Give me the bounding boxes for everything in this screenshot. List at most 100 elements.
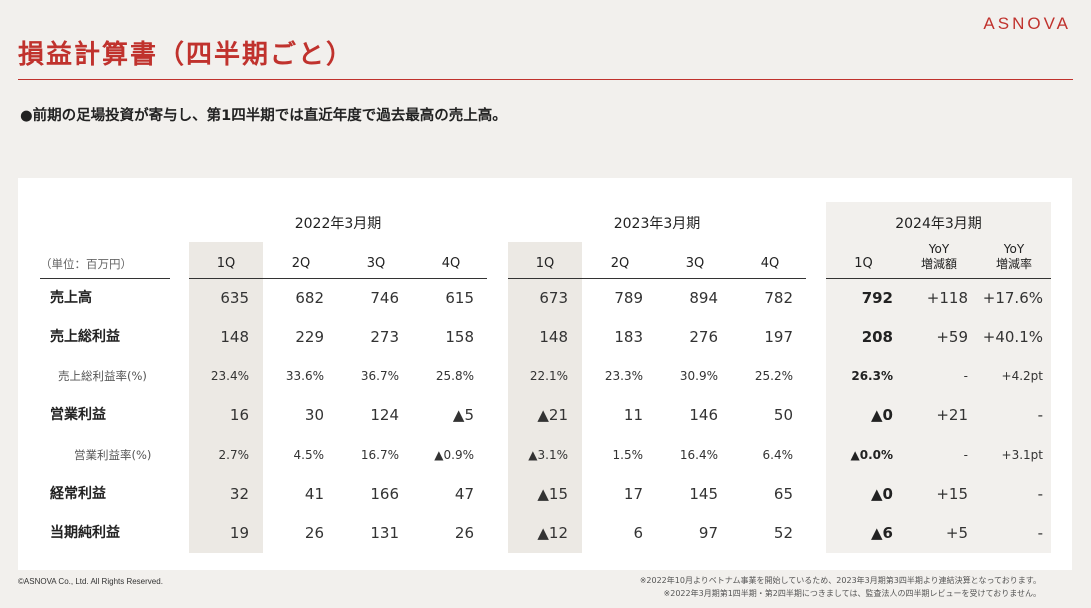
value-2022-q3: 131 [370,524,399,542]
row-label: 経常利益 [50,486,106,502]
yoy-amount-header-line2: 増減額 [920,257,957,271]
q-header-2023-3: 3Q [685,256,705,271]
value-2023-q1: ▲21 [537,406,568,424]
income-statement-table: 2022年3月期 2023年3月期 2024年3月期 （単位：百万円） 1Q 2… [18,178,1072,570]
q-header-2022-2: 2Q [291,256,311,271]
value-2022-q4: 615 [445,289,474,307]
value-2022-q1: 148 [220,328,249,346]
yoy-amount-header: YoY 増減額 [902,242,976,274]
value-2022-q2: 26 [304,524,324,542]
value-2023-q3: 145 [689,485,718,503]
value-2024-q1: 26.3% [851,369,893,383]
fy2022-q1-highlight [189,242,263,553]
row-label: 営業利益率(%) [74,448,152,462]
unit-label: （単位：百万円） [40,257,132,271]
value-2023-q4: 50 [773,406,793,424]
value-2022-q4: 158 [445,328,474,346]
value-2023-q4: 52 [773,524,793,542]
value-2022-q2: 30 [304,406,324,424]
yoy-rate-value: - [1037,524,1043,542]
value-2022-q4: ▲0.9% [434,448,474,462]
value-2023-q1: ▲12 [537,524,568,542]
yoy-rate-value: - [1037,485,1043,503]
value-2022-q1: 16 [229,406,249,424]
header-rule-2023 [508,278,806,279]
value-2022-q1: 19 [229,524,249,542]
yoy-rate-value: +3.1pt [1001,448,1043,462]
value-2024-q1: ▲6 [871,524,893,542]
q-header-2022-3: 3Q [366,256,386,271]
footnote-2: ※2022年3月期第1四半期・第2四半期につきましては、監査法人の四半期レビュー… [663,589,1041,598]
row-label: 営業利益 [50,407,106,423]
yoy-amount-value: - [963,369,968,383]
value-2023-q3: 276 [689,328,718,346]
page-title: 損益計算書（四半期ごと） [18,40,355,70]
value-2024-q1: ▲0 [871,406,893,424]
value-2023-q2: 183 [614,328,643,346]
value-2023-q2: 6 [633,524,643,542]
value-2023-q2: 789 [614,289,643,307]
value-2022-q2: 682 [295,289,324,307]
q-header-2023-2: 2Q [610,256,630,271]
value-2023-q1: 22.1% [529,369,568,383]
company-logo: ASNOVA [983,14,1071,33]
value-2022-q1: 32 [229,485,249,503]
value-2023-q1: ▲15 [537,485,568,503]
value-2022-q3: 746 [370,289,399,307]
q-header-2022-4: 4Q [441,256,461,271]
title-divider [18,79,1073,80]
value-2022-q1: 23.4% [210,369,249,383]
value-2023-q2: 23.3% [604,369,643,383]
value-2023-q4: 6.4% [762,448,794,462]
yoy-amount-header-line1: YoY [928,242,950,256]
row-label: 売上総利益 [50,329,120,345]
value-2023-q3: 97 [698,524,718,542]
value-2023-q4: 25.2% [754,369,793,383]
value-2022-q3: 273 [370,328,399,346]
yoy-amount-value: +21 [936,406,968,424]
value-2023-q3: 16.4% [679,448,718,462]
yoy-amount-value: +59 [936,328,968,346]
yoy-rate-value: +4.2pt [1001,369,1043,383]
yoy-amount-value: - [963,448,968,462]
value-2023-q4: 782 [764,289,793,307]
value-2024-q1: 208 [861,328,893,346]
value-2022-q2: 229 [295,328,324,346]
yoy-rate-value: +17.6% [982,289,1043,307]
row-label: 当期純利益 [50,525,120,541]
year-header-2024: 2024年3月期 [895,216,982,232]
yoy-amount-value: +5 [945,524,968,542]
yoy-rate-header: YoY 増減率 [977,242,1051,274]
yoy-amount-value: +118 [926,289,968,307]
value-2023-q4: 197 [764,328,793,346]
header-rule-2022 [189,278,487,279]
value-2022-q4: 26 [454,524,474,542]
q-header-2022-1: 1Q [216,256,236,271]
value-2024-q1: 792 [861,289,893,307]
value-2023-q3: 30.9% [679,369,718,383]
footnote-1: ※2022年10月よりベトナム事業を開始しているため、2023年3月期第3四半期… [639,576,1041,585]
value-2022-q1: 2.7% [218,448,250,462]
yoy-amount-value: +15 [936,485,968,503]
value-2023-q1: ▲3.1% [528,448,568,462]
yoy-rate-value: - [1037,406,1043,424]
yoy-rate-header-line1: YoY [1003,242,1025,256]
value-2023-q1: 673 [539,289,568,307]
value-2023-q4: 65 [773,485,793,503]
q-header-2024-1: 1Q [854,256,873,271]
year-header-2023: 2023年3月期 [613,216,701,232]
value-2022-q1: 635 [220,289,249,307]
value-2022-q4: 47 [454,485,474,503]
value-2024-q1: ▲0 [871,485,893,503]
summary-bullet: ●前期の足場投資が寄与し、第1四半期では直近年度で過去最高の売上高。 [20,108,507,124]
value-2022-q2: 33.6% [285,369,324,383]
header-rule-label [40,278,170,279]
value-2023-q2: 11 [623,406,643,424]
yoy-rate-header-line2: 増減率 [995,257,1032,271]
header-rule-2024 [826,278,1051,279]
value-2023-q1: 148 [539,328,568,346]
value-2023-q2: 17 [623,485,643,503]
q-header-2023-4: 4Q [760,256,780,271]
fy2024-column-background [826,202,1051,553]
q-header-2023-1: 1Q [535,256,555,271]
